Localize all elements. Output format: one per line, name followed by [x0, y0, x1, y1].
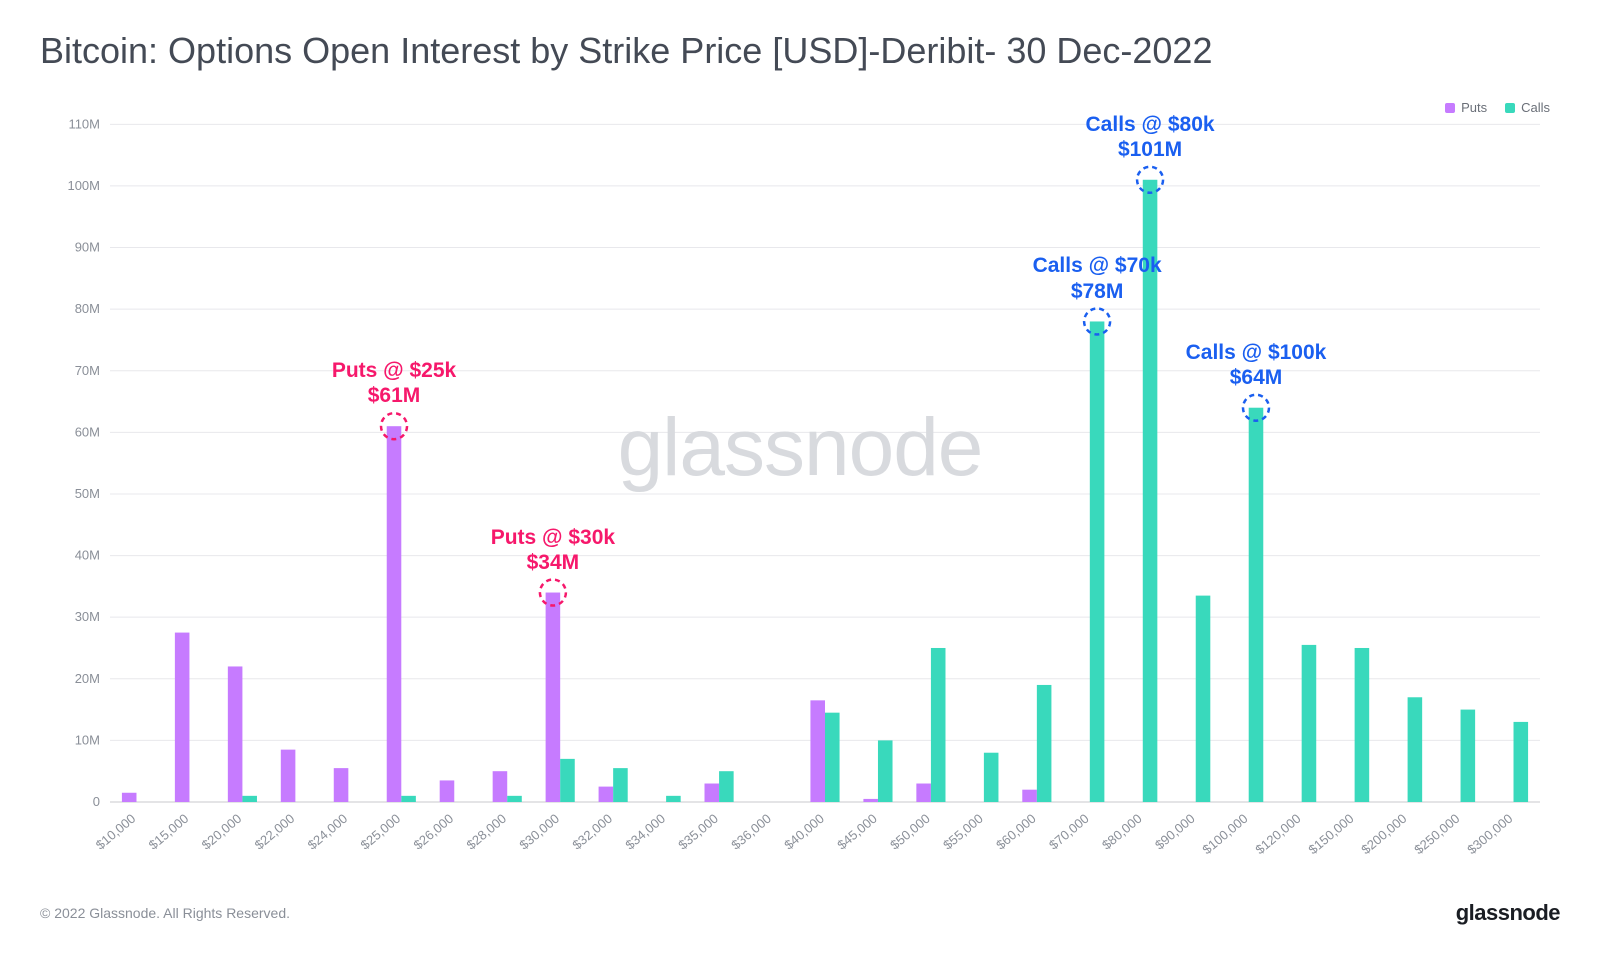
svg-text:$45,000: $45,000 [834, 811, 880, 853]
svg-text:$60,000: $60,000 [993, 811, 1039, 853]
bar-puts [440, 780, 455, 802]
brand-logo: glassnode [1456, 900, 1560, 926]
chart-title: Bitcoin: Options Open Interest by Strike… [40, 30, 1560, 72]
svg-text:$55,000: $55,000 [940, 811, 986, 853]
svg-text:80M: 80M [75, 301, 100, 316]
svg-text:$40,000: $40,000 [781, 811, 827, 853]
svg-text:$150,000: $150,000 [1305, 811, 1356, 857]
bar-calls [507, 796, 522, 802]
legend-swatch-puts [1445, 103, 1455, 113]
legend-swatch-calls [1505, 103, 1515, 113]
svg-text:0: 0 [93, 794, 100, 809]
bar-calls [1514, 722, 1529, 802]
bar-puts [810, 700, 825, 802]
svg-text:$70,000: $70,000 [1046, 811, 1092, 853]
bar-calls [1037, 685, 1052, 802]
chart-area: glassnode Puts Calls 010M20M30M40M50M60M… [40, 92, 1560, 882]
bar-calls [401, 796, 416, 802]
bar-calls [1355, 648, 1370, 802]
svg-text:$22,000: $22,000 [252, 811, 298, 853]
legend-item-calls: Calls [1505, 100, 1550, 115]
svg-text:50M: 50M [75, 486, 100, 501]
svg-text:$30,000: $30,000 [516, 811, 562, 853]
svg-text:$120,000: $120,000 [1252, 811, 1303, 857]
legend-item-puts: Puts [1445, 100, 1487, 115]
legend-label-calls: Calls [1521, 100, 1550, 115]
bar-calls [1090, 321, 1105, 802]
svg-text:40M: 40M [75, 548, 100, 563]
bar-puts [175, 633, 190, 802]
bar-puts [387, 426, 402, 802]
svg-text:$50,000: $50,000 [887, 811, 933, 853]
svg-text:10M: 10M [75, 732, 100, 747]
svg-text:70M: 70M [75, 363, 100, 378]
svg-text:90M: 90M [75, 240, 100, 255]
bar-puts [705, 784, 720, 802]
bar-puts [228, 666, 243, 802]
svg-text:$20,000: $20,000 [199, 811, 245, 853]
bar-calls [613, 768, 628, 802]
legend: Puts Calls [1445, 100, 1550, 115]
bar-calls [1196, 596, 1211, 802]
svg-text:$36,000: $36,000 [728, 811, 774, 853]
bar-calls [825, 713, 840, 802]
svg-text:$25,000: $25,000 [358, 811, 404, 853]
bar-puts [334, 768, 349, 802]
bar-puts [122, 793, 137, 802]
svg-text:$35,000: $35,000 [675, 811, 721, 853]
svg-text:60M: 60M [75, 424, 100, 439]
svg-text:$15,000: $15,000 [146, 811, 192, 853]
svg-text:$34,000: $34,000 [622, 811, 668, 853]
bar-calls [931, 648, 946, 802]
svg-text:$32,000: $32,000 [569, 811, 615, 853]
svg-text:$24,000: $24,000 [305, 811, 351, 853]
bar-puts [546, 593, 561, 802]
bar-calls [719, 771, 734, 802]
bar-puts [916, 784, 931, 802]
svg-text:$10,000: $10,000 [93, 811, 139, 853]
svg-text:$200,000: $200,000 [1358, 811, 1409, 857]
bar-calls [1302, 645, 1317, 802]
svg-text:$26,000: $26,000 [411, 811, 457, 853]
footer: © 2022 Glassnode. All Rights Reserved. g… [40, 900, 1560, 926]
bar-calls [1408, 697, 1423, 802]
svg-text:$80,000: $80,000 [1099, 811, 1145, 853]
legend-label-puts: Puts [1461, 100, 1487, 115]
copyright-text: © 2022 Glassnode. All Rights Reserved. [40, 905, 290, 921]
svg-text:$28,000: $28,000 [464, 811, 510, 853]
bar-calls [1249, 408, 1264, 802]
bar-puts [863, 799, 878, 802]
bar-calls [984, 753, 999, 802]
svg-text:20M: 20M [75, 671, 100, 686]
bar-calls [666, 796, 681, 802]
bar-calls [878, 740, 893, 802]
bar-calls [560, 759, 575, 802]
bar-puts [281, 750, 296, 802]
bar-calls [1461, 710, 1476, 802]
svg-text:$300,000: $300,000 [1464, 811, 1515, 857]
bar-calls [242, 796, 257, 802]
chart-svg: 0 10M 20M 30M 40M 50M 60M 70M 80M 90M 100M 110M $10,… [40, 92, 1560, 882]
bar-puts [1022, 790, 1037, 802]
bar-puts [599, 787, 614, 802]
svg-text:30M: 30M [75, 609, 100, 624]
svg-text:100M: 100M [67, 178, 100, 193]
svg-text:$90,000: $90,000 [1152, 811, 1198, 853]
bar-calls [1143, 180, 1158, 802]
svg-text:$250,000: $250,000 [1411, 811, 1462, 857]
svg-text:110M: 110M [68, 116, 100, 131]
svg-text:$100,000: $100,000 [1199, 811, 1250, 857]
bar-puts [493, 771, 508, 802]
